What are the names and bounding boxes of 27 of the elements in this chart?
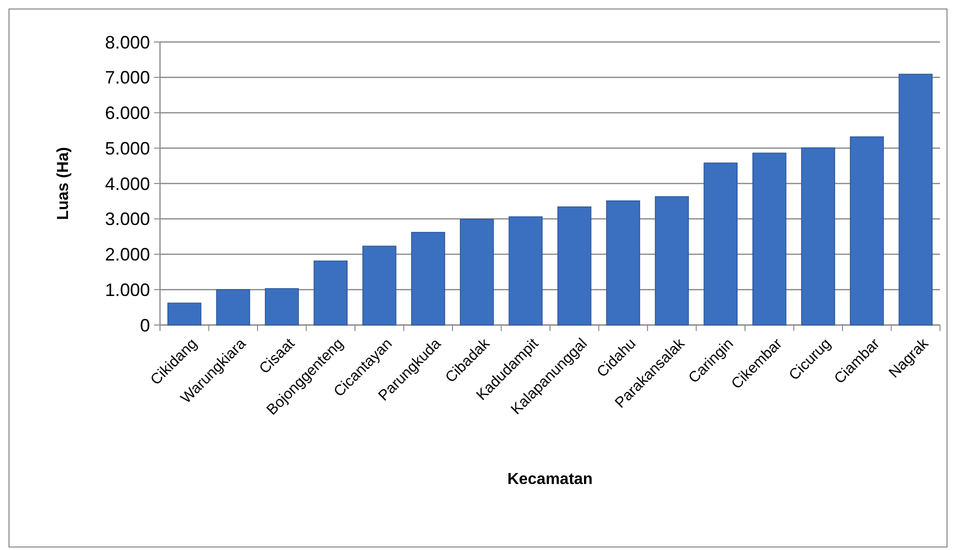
- bar: [654, 196, 689, 326]
- bar: [606, 200, 640, 326]
- bar: [557, 206, 592, 326]
- bar: [850, 136, 884, 326]
- bar: [411, 232, 446, 326]
- bar: [264, 288, 299, 326]
- bar: [167, 302, 202, 326]
- bar: [801, 147, 836, 326]
- y-tick-label: 6.000: [104, 103, 150, 124]
- bar: [460, 218, 494, 326]
- bar: [314, 260, 348, 326]
- y-tick-label: 7.000: [104, 68, 150, 88]
- bar: [752, 152, 786, 326]
- y-tick-label: 4.000: [104, 174, 150, 194]
- bar: [508, 216, 543, 326]
- bar: [704, 162, 738, 326]
- y-tick-label: 8.000: [104, 32, 150, 52]
- bar: [362, 246, 396, 326]
- bar: [216, 289, 250, 326]
- x-axis-title: Kecamatan: [507, 471, 593, 488]
- bar: [898, 74, 933, 326]
- y-tick-label: 5.000: [104, 138, 150, 158]
- y-tick-label: 1.000: [104, 280, 150, 300]
- y-tick-label: 0: [140, 315, 150, 336]
- y-tick-label: 3.000: [104, 209, 150, 230]
- y-axis-title: Luas (Ha): [55, 147, 72, 220]
- y-tick-label: 2.000: [104, 244, 150, 265]
